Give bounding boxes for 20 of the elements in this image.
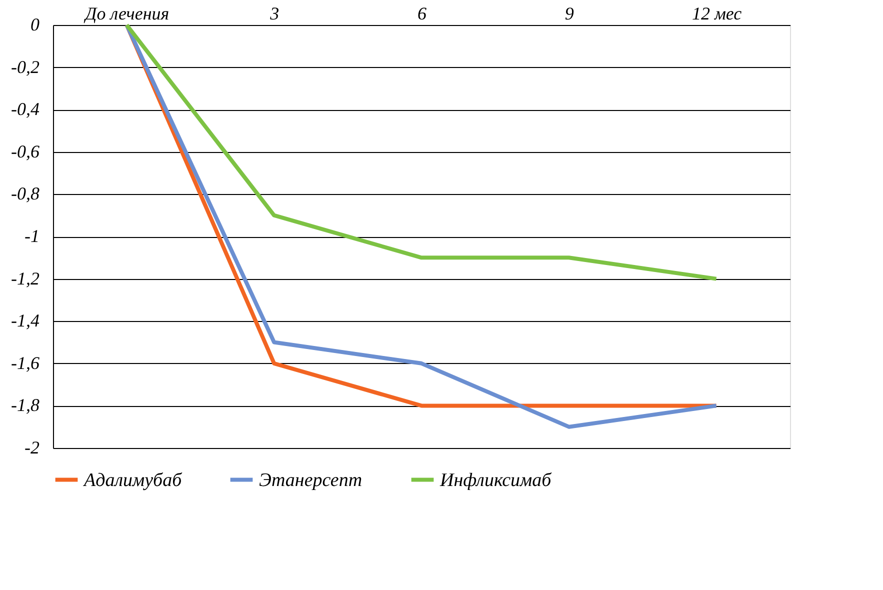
x-tick-label: 6 (418, 4, 426, 24)
y-tick-label: -1,4 (11, 310, 40, 331)
y-tick-label: -0,4 (11, 99, 40, 120)
x-tick-label: До лечения (83, 4, 170, 24)
y-tick-label: -0,8 (11, 184, 40, 204)
y-tick-label: 0 (30, 14, 40, 34)
y-tick-label: -2 (24, 438, 40, 458)
y-tick-label: -1,2 (11, 268, 40, 288)
y-tick-label: -1 (24, 226, 40, 246)
y-tick-label: -1,6 (11, 352, 40, 373)
x-tick-label: 9 (564, 4, 574, 24)
x-tick-label: 3 (269, 4, 280, 24)
y-tick-label: -1,8 (11, 395, 40, 416)
y-tick-label: -0,2 (11, 56, 40, 77)
line-series (124, 23, 718, 281)
legend-label: Инфликсимаб (439, 470, 553, 491)
legend-label: Этанерсепт (259, 470, 362, 491)
x-tick-label: 12 мес (692, 4, 742, 24)
legend-label: Адалимубаб (82, 470, 184, 491)
y-tick-label: -0,6 (11, 141, 40, 162)
